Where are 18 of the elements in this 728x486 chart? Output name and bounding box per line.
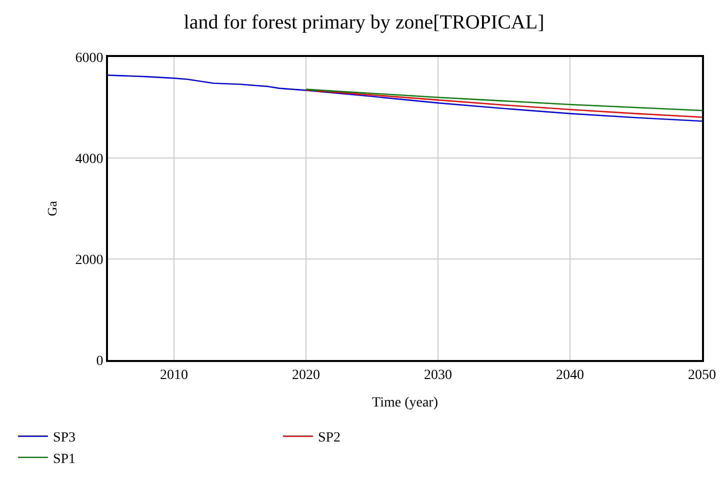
y-tick-label: 4000 (75, 152, 104, 167)
y-axis-title: Ga (44, 200, 60, 216)
y-tick-label: 2000 (75, 252, 104, 268)
y-tick-label: 6000 (75, 50, 104, 66)
line-series (305, 88, 702, 112)
legend-label: SP3 (52, 430, 76, 446)
line-series (305, 89, 702, 118)
legend-label: SP1 (52, 452, 76, 467)
x-tick-label: 2030 (424, 368, 452, 383)
x-tick-label: 2020 (292, 368, 320, 383)
x-tick-label: 2040 (556, 368, 584, 383)
chart-title: land for forest primary by zone[TROPICAL] (184, 12, 544, 34)
line-series (108, 74, 702, 122)
legend-label: SP2 (318, 430, 341, 446)
x-axis-title: Time (year) (372, 396, 438, 411)
x-tick-label: 2050 (688, 368, 716, 383)
y-tick-label: 0 (96, 354, 104, 369)
x-tick-label: 2010 (160, 368, 188, 383)
